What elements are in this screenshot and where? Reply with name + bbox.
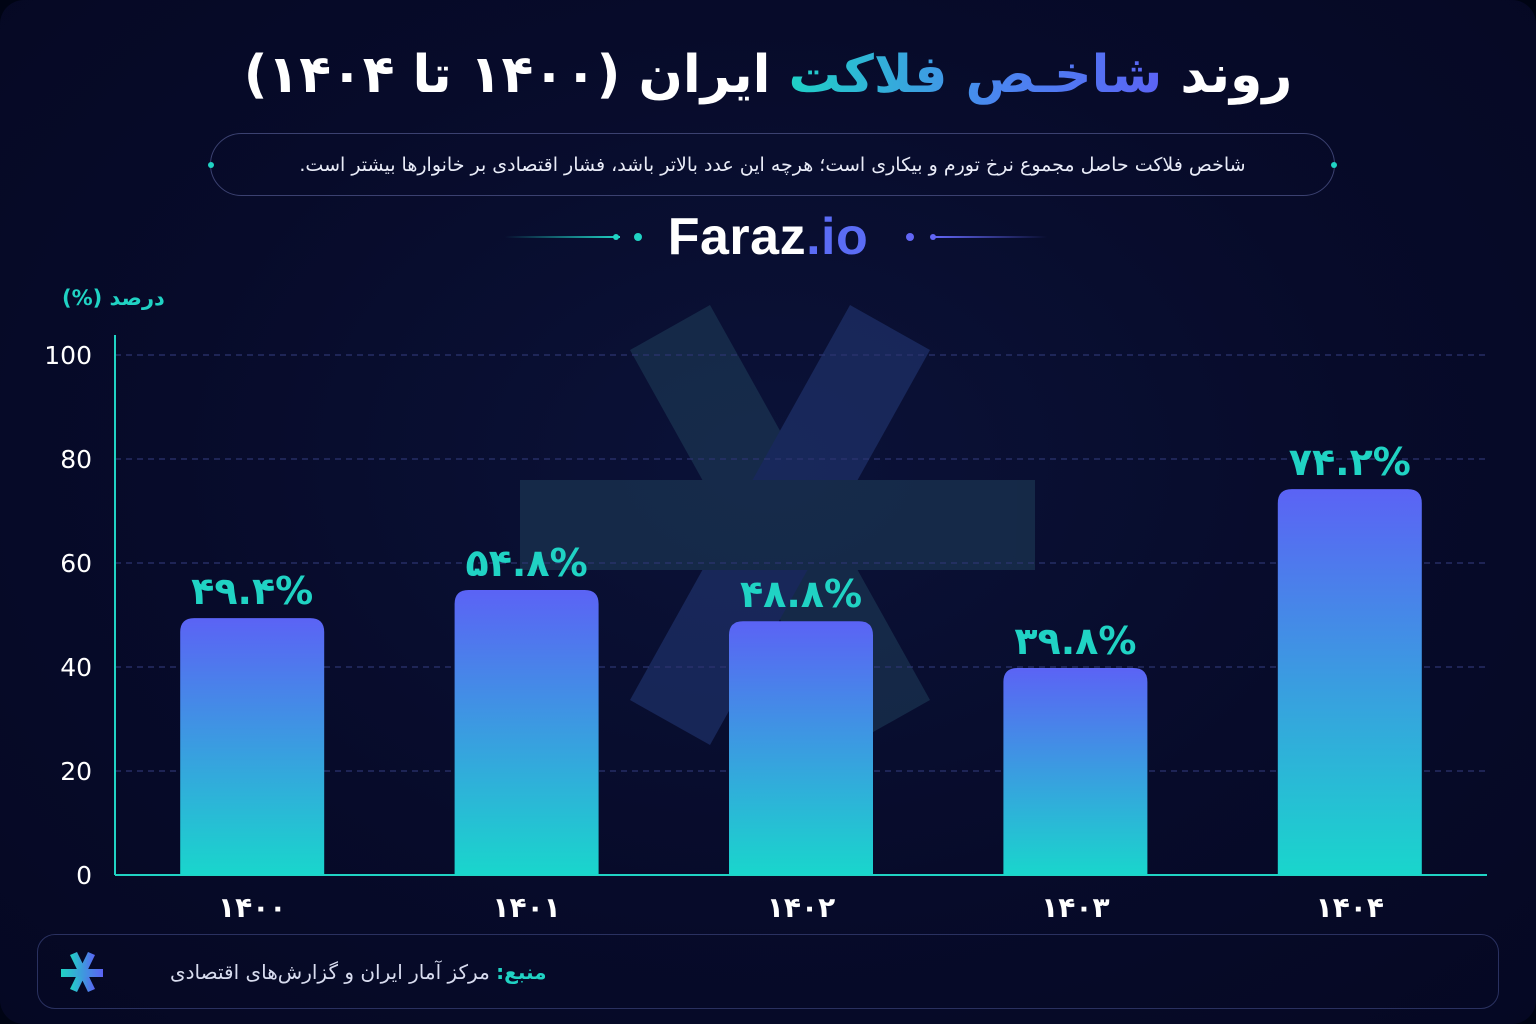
bar xyxy=(1277,489,1422,875)
subtitle-box: شاخص فلاکت حاصل مجموع نرخ تورم و بیکاری … xyxy=(208,133,1337,196)
watermark-logo xyxy=(520,305,1035,745)
title-accent: شاخـص فلاکت xyxy=(788,45,1163,105)
label-layer: ۴۹.۴% ۱۴۰۰ ۵۴.۸% ۱۴۰۱ ۴۸.۸% ۱۴۰۲ ۳۹.۸% ۱۴۰۳ ۷۴.۲… xyxy=(191,440,1411,924)
chart-title: روند شاخـص فلاکت ایران (۱۴۰۰ تا ۱۴۰۴) xyxy=(0,44,1536,106)
data-label: ۴۸.۸% xyxy=(740,572,862,616)
y-tick-label: 40 xyxy=(60,653,92,682)
brand-dot-left-small xyxy=(613,234,619,240)
bar xyxy=(1003,668,1148,875)
source-box: منبع: مرکز آمار ایران و گزارش‌های اقتصاد… xyxy=(37,934,1499,1009)
x-tick-label: ۱۴۰۲ xyxy=(767,891,835,924)
x-tick-label: ۱۴۰۰ xyxy=(218,891,286,924)
x-tick-label: ۱۴۰۱ xyxy=(492,891,560,924)
y-tick-label: 80 xyxy=(60,445,92,474)
source-label: منبع: xyxy=(496,960,547,984)
brand-dot-left xyxy=(634,233,642,241)
watermark-bar xyxy=(520,480,1035,570)
data-label: ۷۴.۲% xyxy=(1289,440,1411,484)
subtitle-dot-right xyxy=(1331,162,1337,168)
bar-layer xyxy=(180,489,1422,875)
brand-suffix: .io xyxy=(806,208,869,266)
title-prefix: روند xyxy=(1162,45,1293,105)
y-axis-label: درصد (%) xyxy=(62,286,165,310)
brand-name: Faraz xyxy=(667,208,807,266)
data-label: ۳۹.۸% xyxy=(1014,619,1136,663)
asterisk-icon xyxy=(61,952,103,992)
subtitle-text: شاخص فلاکت حاصل مجموع نرخ تورم و بیکاری … xyxy=(299,153,1246,176)
data-label: ۴۹.۴% xyxy=(191,569,313,613)
y-tick-label: 20 xyxy=(60,757,92,786)
title-suffix: ایران (۱۴۰۰ تا ۱۴۰۴) xyxy=(243,45,789,105)
brand-line-right xyxy=(935,236,1047,238)
bar xyxy=(729,621,873,875)
bar xyxy=(180,618,325,875)
source-value: مرکز آمار ایران و گزارش‌های اقتصادی xyxy=(170,960,497,984)
bar xyxy=(454,590,599,875)
x-tick-label: ۱۴۰۴ xyxy=(1316,891,1384,924)
subtitle-dot-left xyxy=(208,162,214,168)
source-text: منبع: مرکز آمار ایران و گزارش‌های اقتصاد… xyxy=(170,935,547,1010)
brand-dot-right xyxy=(906,233,914,241)
x-tick-label: ۱۴۰۳ xyxy=(1041,891,1109,924)
y-tick-label: 0 xyxy=(76,861,92,890)
y-tick-label: 100 xyxy=(44,341,92,370)
brand-row: Faraz.io xyxy=(0,205,1536,269)
brand-line-left xyxy=(505,236,620,238)
y-tick-label: 60 xyxy=(60,549,92,578)
brand-dot-right-small xyxy=(930,234,936,240)
brand-logo: Faraz.io xyxy=(0,207,1536,267)
data-label: ۵۴.۸% xyxy=(466,541,588,585)
